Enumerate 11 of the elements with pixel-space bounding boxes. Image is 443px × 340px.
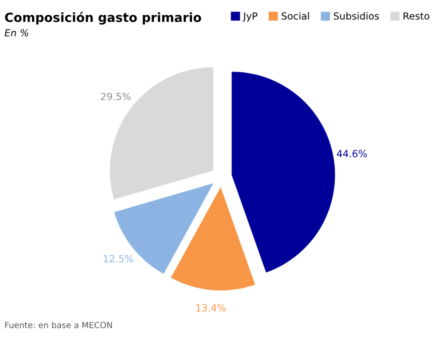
data-label: 44.6%: [336, 150, 367, 158]
legend-label: Social: [282, 12, 309, 20]
legend-label: JyP: [242, 12, 258, 22]
legend-label: Subsidios: [334, 12, 379, 20]
data-label: 13.4%: [196, 304, 226, 312]
chart-title: Composición gasto primario: [5, 12, 202, 25]
text: En %: [4, 29, 28, 36]
data-label: 12.5%: [104, 254, 134, 262]
legend-label: Resto: [404, 12, 430, 20]
source-note: Fuente: en base a MECON: [5, 322, 112, 328]
data-label: 29.5%: [100, 92, 131, 100]
